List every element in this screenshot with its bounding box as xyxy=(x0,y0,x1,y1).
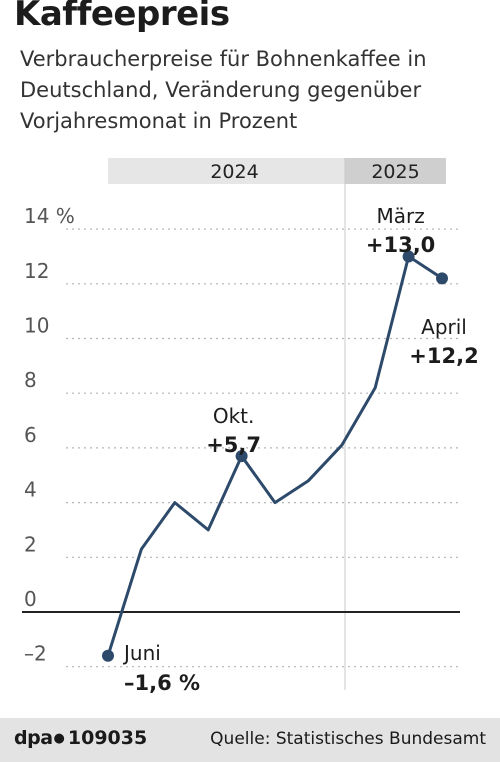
series-line xyxy=(106,254,443,657)
year-bands: 2024 2025 xyxy=(108,158,446,690)
dpa-brand: dpa xyxy=(14,727,53,749)
y-tick-label: 12 xyxy=(24,259,49,283)
y-tick-label: 14 % xyxy=(24,204,75,228)
bullet-dot: ● xyxy=(53,731,65,746)
annotation-value: +12,2 xyxy=(409,344,478,368)
y-tick-label: 6 xyxy=(24,423,37,447)
data-point-marker xyxy=(402,250,415,263)
annotation-month: April xyxy=(421,315,467,339)
chart-subtitle: Verbraucherpreise für Bohnenkaffee in De… xyxy=(20,47,427,133)
footer-bar: dpa● 109035 Quelle: Statistisches Bundesa… xyxy=(0,718,500,762)
series-group xyxy=(102,250,448,662)
annotations-group: Juni –1,6 % Okt. +5,7 März +13,0 April +12,2 xyxy=(122,204,479,695)
y-tick-label: –2 xyxy=(24,642,47,666)
gridlines xyxy=(22,228,460,668)
y-tick-label: 10 xyxy=(24,314,49,338)
y-axis-ticks: –2 0 2 4 6 8 10 12 14 % xyxy=(24,204,75,666)
source-note: Quelle: Statistisches Bundesamt xyxy=(210,729,486,749)
year-label-2024: 2024 xyxy=(210,161,258,183)
y-tick-label: 2 xyxy=(24,532,37,556)
year-label-2025: 2025 xyxy=(371,161,419,183)
chart-title: Kaffeepreis xyxy=(14,0,230,34)
annotation-value: +5,7 xyxy=(206,433,261,457)
annotation-value: –1,6 % xyxy=(124,671,200,695)
data-point-marker xyxy=(102,649,114,662)
y-tick-label: 0 xyxy=(24,587,37,611)
year-band-2024 xyxy=(108,158,345,184)
annotation-month: Juni xyxy=(122,641,161,665)
dpa-credit: dpa● 109035 xyxy=(14,727,147,749)
y-tick-label: 8 xyxy=(24,368,37,392)
annotation-month: Okt. xyxy=(213,404,255,428)
coffee-price-line-chart: 2024 2025 –2 0 2 4 6 8 10 12 14 % Juni –1,6 % Okt. +… xyxy=(22,158,479,695)
annotation-month: März xyxy=(376,204,424,228)
data-point-marker xyxy=(436,272,448,285)
annotation-value: +13,0 xyxy=(366,233,435,257)
data-point-marker xyxy=(235,450,248,463)
graphic-id: 109035 xyxy=(67,727,148,749)
y-tick-label: 4 xyxy=(24,478,37,502)
year-band-2025 xyxy=(345,158,446,184)
